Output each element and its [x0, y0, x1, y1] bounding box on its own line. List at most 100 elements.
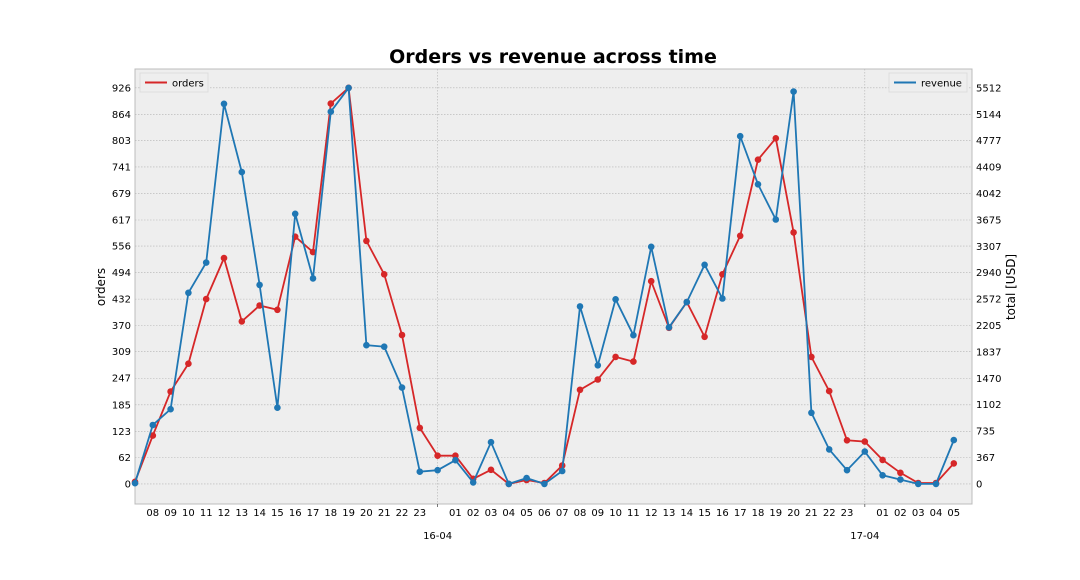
- x-tick-label: 06: [538, 508, 551, 519]
- data-point-revenue: [131, 479, 139, 487]
- x-tick-label: 16: [716, 508, 729, 519]
- legend-revenue-box: [888, 72, 968, 93]
- data-point-revenue: [416, 468, 424, 476]
- right-axis: 0 367 735 1102 1470 1837 2205 2572 2940 3307 3675 4…: [976, 83, 1001, 490]
- data-point-revenue: [914, 480, 922, 488]
- data-point-orders: [487, 466, 495, 474]
- data-point-orders: [861, 438, 869, 445]
- x-tick-label: 21: [378, 508, 391, 519]
- data-point-orders: [736, 232, 744, 240]
- data-point-revenue: [790, 88, 797, 95]
- x-tick-label: 03: [912, 508, 925, 519]
- x-tick-label: 17: [734, 508, 747, 519]
- y-left-tick-label: 926: [112, 83, 131, 94]
- x-tick-label: 17: [307, 508, 320, 519]
- data-point-revenue: [309, 275, 317, 282]
- data-point-orders: [256, 302, 263, 309]
- data-point-revenue: [149, 421, 157, 429]
- data-point-revenue: [647, 243, 655, 251]
- data-point-revenue: [274, 404, 281, 412]
- y-left-tick-label: 370: [112, 321, 131, 332]
- data-point-revenue: [541, 480, 548, 488]
- y-axis-label-right: total [USD]: [1004, 254, 1018, 320]
- y-left-tick-label: 556: [112, 242, 131, 253]
- x-tick-label: 09: [164, 508, 177, 519]
- data-point-revenue: [558, 467, 566, 475]
- data-point-revenue: [825, 446, 833, 453]
- x-tick-label: 12: [645, 508, 658, 519]
- legend-revenue: revenue: [888, 72, 968, 93]
- data-point-revenue: [291, 210, 299, 218]
- y-left-tick-label: 741: [112, 162, 131, 173]
- x-tick-label: 04: [502, 508, 515, 519]
- data-point-revenue: [202, 259, 210, 266]
- data-point-revenue: [879, 472, 886, 479]
- data-point-orders: [327, 100, 335, 107]
- x-tick-label: 05: [947, 508, 960, 519]
- data-point-revenue: [185, 289, 192, 297]
- x-tick-label: 23: [841, 508, 854, 519]
- data-point-revenue: [256, 281, 263, 289]
- y-left-tick-label: 0: [125, 479, 131, 490]
- y-left-tick-label: 432: [112, 295, 131, 306]
- data-point-revenue: [469, 479, 477, 486]
- data-point-revenue: [363, 341, 370, 349]
- date-label: 17-04: [850, 531, 879, 542]
- data-point-revenue: [167, 405, 174, 413]
- x-tick-label: 10: [182, 508, 195, 519]
- x-tick-label: 14: [253, 508, 266, 519]
- y-left-tick-label: 62: [118, 453, 131, 464]
- data-point-orders: [825, 387, 833, 395]
- data-point-revenue: [576, 303, 584, 310]
- data-point-revenue: [327, 108, 335, 115]
- x-tick-label: 07: [556, 508, 569, 519]
- series-layer: [131, 84, 958, 488]
- x-tick-label: 11: [200, 508, 213, 519]
- x-tick-label: 22: [823, 508, 836, 519]
- data-point-revenue: [505, 480, 513, 488]
- data-point-orders: [434, 452, 441, 460]
- x-tick-label: 20: [787, 508, 800, 519]
- data-point-revenue: [736, 132, 744, 140]
- data-point-revenue: [932, 480, 940, 488]
- data-point-orders: [274, 306, 281, 314]
- x-tick-label: 11: [627, 508, 640, 519]
- legend-orders-box: [139, 72, 209, 93]
- x-tick-label: 01: [876, 508, 889, 519]
- data-point-revenue: [701, 261, 708, 269]
- x-tick-label: 01: [449, 508, 462, 519]
- x-tick-label: 13: [235, 508, 248, 519]
- y-left-tick-label: 494: [112, 268, 131, 279]
- x-tick-label: 14: [680, 508, 693, 519]
- data-point-revenue: [612, 296, 619, 303]
- y-right-tick-label: 3675: [976, 215, 1001, 226]
- x-tick-label: 19: [769, 508, 782, 519]
- y-axis-label-left: orders: [94, 268, 108, 306]
- data-point-orders: [576, 386, 584, 394]
- data-point-revenue: [380, 343, 388, 351]
- data-point-orders: [612, 353, 619, 361]
- data-point-orders: [380, 271, 388, 278]
- data-point-orders: [238, 318, 246, 325]
- data-point-revenue: [487, 438, 495, 446]
- y-right-tick-label: 4409: [976, 163, 1001, 174]
- x-axis: 08 09 10 11 12 13 14 15 16 17 18 19 20 21 22 23 01 02 03 04…: [146, 504, 960, 542]
- data-point-revenue: [398, 384, 406, 391]
- legend-orders: orders: [139, 72, 209, 93]
- x-tick-label: 22: [396, 508, 409, 519]
- x-tick-label: 02: [467, 508, 480, 519]
- data-point-revenue: [523, 474, 530, 482]
- x-tick-label: 08: [146, 508, 159, 519]
- legend-revenue-label: revenue: [921, 79, 962, 90]
- x-tick-label: 18: [324, 508, 337, 519]
- y-left-tick-label: 309: [112, 347, 131, 358]
- data-point-revenue: [897, 476, 904, 483]
- x-tick-label: 20: [360, 508, 373, 519]
- data-point-revenue: [683, 298, 691, 306]
- y-left-tick-label: 185: [112, 400, 131, 411]
- x-tick-label: 15: [271, 508, 284, 519]
- x-tick-label: 21: [805, 508, 818, 519]
- x-tick-label: 10: [609, 508, 622, 519]
- data-point-orders: [149, 432, 157, 439]
